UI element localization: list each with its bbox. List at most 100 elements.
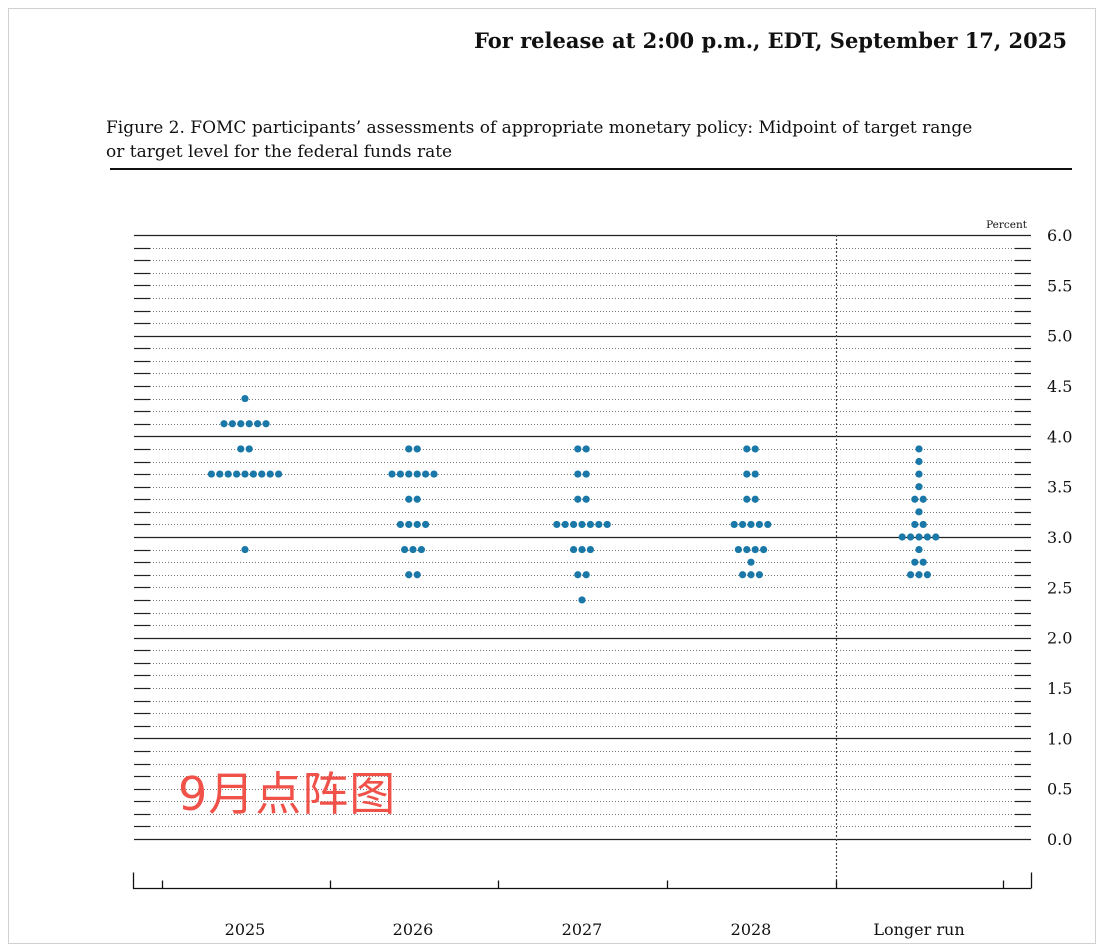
dot (413, 495, 421, 503)
dot (578, 596, 586, 604)
dot (586, 520, 595, 529)
y-tick-label: 0.0 (1047, 830, 1072, 849)
dot (743, 445, 751, 453)
dot (245, 445, 253, 453)
watermark-text: 9月点阵图 (178, 767, 397, 821)
axis-layer (132, 235, 1033, 890)
dot (207, 470, 215, 478)
dot (907, 533, 915, 541)
dot (422, 520, 430, 529)
dot (919, 520, 927, 529)
dot (430, 470, 438, 478)
dot (915, 470, 923, 478)
dot (266, 470, 274, 478)
dot (915, 483, 923, 491)
dot (405, 470, 413, 478)
dot (228, 420, 236, 428)
dot (220, 420, 228, 428)
dot (405, 571, 413, 579)
dot (405, 445, 413, 453)
y-tick-label: 2.0 (1047, 629, 1072, 648)
dot (405, 495, 413, 503)
dot (396, 470, 404, 478)
dot (743, 495, 751, 503)
x-category-label: Longer run (873, 920, 964, 939)
dot (401, 545, 409, 554)
figure-title-line-2: or target level for the federal funds ra… (106, 142, 453, 162)
dot (578, 520, 586, 529)
dot (743, 545, 751, 554)
dot (245, 420, 253, 428)
dot (561, 520, 569, 529)
dot (911, 495, 919, 503)
release-line: For release at 2:00 p.m., EDT, September… (473, 28, 1067, 53)
y-tick-label: 4.0 (1047, 427, 1072, 446)
dots-layer (207, 394, 940, 604)
dot (919, 495, 927, 503)
dot (574, 445, 582, 453)
dot (586, 545, 595, 554)
dot (751, 445, 759, 453)
dot (570, 545, 578, 554)
figure-frame (8, 8, 1096, 944)
dot (233, 470, 241, 478)
dot (417, 545, 425, 554)
x-category-label: 2028 (731, 920, 772, 939)
dot (405, 520, 413, 529)
dot (739, 520, 747, 529)
figure-title: Figure 2. FOMC participants’ assessments… (106, 116, 1046, 164)
dot (237, 420, 245, 428)
dot (409, 545, 417, 554)
dot (919, 558, 927, 566)
dot (574, 571, 582, 579)
figure-title-line-1: Figure 2. FOMC participants’ assessments… (106, 118, 973, 138)
dot (915, 445, 923, 453)
dot (915, 571, 923, 579)
dot (237, 445, 245, 453)
x-category-label: 2025 (225, 920, 266, 939)
dot (603, 520, 611, 529)
dot (751, 495, 759, 503)
dot (254, 420, 262, 428)
dot (413, 470, 421, 478)
dot (915, 545, 923, 554)
dot (911, 558, 919, 566)
dot (241, 394, 249, 403)
y-tick-label: 3.0 (1047, 528, 1072, 547)
y-tick-label: 5.5 (1047, 276, 1072, 295)
dot (413, 520, 421, 529)
dot (751, 545, 759, 554)
dot (932, 533, 940, 541)
dot (388, 470, 396, 478)
dot (755, 571, 764, 579)
dot (755, 520, 764, 529)
title-rule (110, 168, 1072, 170)
dot (582, 495, 590, 503)
dot (898, 533, 906, 541)
dot (747, 571, 755, 579)
dot (747, 558, 755, 566)
y-tick-label: 4.5 (1047, 377, 1072, 396)
dot (241, 545, 249, 554)
dot (553, 520, 561, 529)
dot (915, 508, 923, 516)
y-tick-label: 3.5 (1047, 478, 1072, 497)
dot (216, 470, 224, 478)
dot (249, 470, 257, 478)
dot (907, 571, 915, 579)
dot (730, 520, 738, 529)
dot (739, 571, 747, 579)
y-tick-label: 6.0 (1047, 226, 1072, 245)
y-tick-label: 2.5 (1047, 578, 1072, 597)
dot (923, 571, 932, 579)
dot (582, 470, 590, 478)
dot (582, 571, 590, 579)
dot (751, 470, 759, 478)
dot (578, 545, 586, 554)
dot (241, 470, 249, 478)
dot (915, 457, 923, 466)
y-tick-label: 0.5 (1047, 780, 1072, 799)
grid-layer (134, 234, 1031, 841)
dot (224, 470, 232, 478)
